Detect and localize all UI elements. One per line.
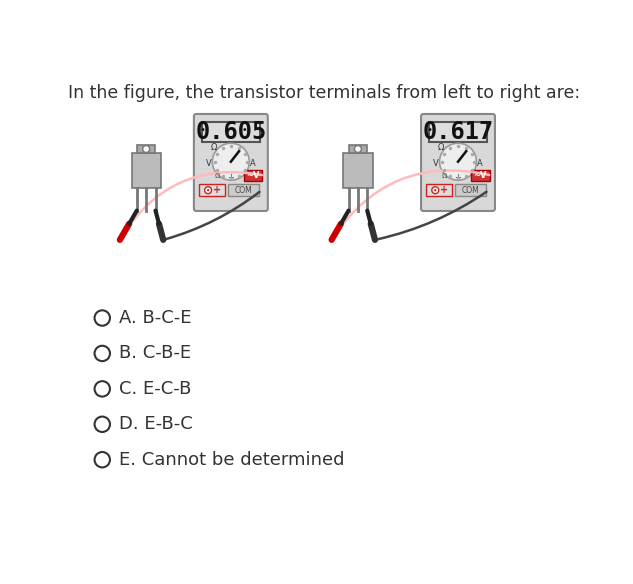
Text: COM: COM xyxy=(235,186,253,194)
FancyBboxPatch shape xyxy=(421,114,495,211)
Text: Ω: Ω xyxy=(441,172,447,179)
Bar xyxy=(244,170,263,181)
Circle shape xyxy=(432,187,439,194)
Bar xyxy=(201,121,260,142)
Bar xyxy=(454,184,487,196)
Text: V: V xyxy=(206,159,211,168)
Circle shape xyxy=(354,145,361,152)
Bar xyxy=(199,184,225,196)
Text: Ω: Ω xyxy=(215,172,220,179)
Bar xyxy=(471,170,489,181)
Bar xyxy=(228,184,260,196)
Text: +: + xyxy=(213,185,221,195)
Text: D. E-B-C: D. E-B-C xyxy=(119,415,193,433)
Circle shape xyxy=(434,189,436,192)
Text: +: + xyxy=(227,173,234,182)
Text: In the figure, the transistor terminals from left to right are:: In the figure, the transistor terminals … xyxy=(68,84,580,102)
Text: Ω: Ω xyxy=(211,142,217,152)
Text: ~V: ~V xyxy=(473,171,487,180)
Circle shape xyxy=(142,145,149,152)
Circle shape xyxy=(207,189,210,192)
Text: +: + xyxy=(440,185,448,195)
Bar xyxy=(429,121,487,142)
Text: ~V: ~V xyxy=(246,171,260,180)
Circle shape xyxy=(439,143,477,180)
Bar xyxy=(132,153,161,187)
Text: V: V xyxy=(433,159,439,168)
Text: E. Cannot be determined: E. Cannot be determined xyxy=(119,451,345,469)
Text: A: A xyxy=(477,159,483,168)
Text: COM: COM xyxy=(461,186,479,194)
Circle shape xyxy=(94,381,110,397)
Circle shape xyxy=(94,310,110,326)
Circle shape xyxy=(94,416,110,432)
Circle shape xyxy=(94,452,110,467)
Text: +: + xyxy=(454,173,461,182)
Text: Ω: Ω xyxy=(438,142,444,152)
Circle shape xyxy=(213,143,249,180)
Text: 0.605: 0.605 xyxy=(195,120,266,144)
Text: B. C-B-E: B. C-B-E xyxy=(119,345,191,363)
Text: C. E-C-B: C. E-C-B xyxy=(119,380,192,398)
Bar xyxy=(427,184,452,196)
Circle shape xyxy=(94,346,110,361)
FancyBboxPatch shape xyxy=(194,114,268,211)
Bar xyxy=(349,145,367,153)
Text: A. B-C-E: A. B-C-E xyxy=(119,309,192,327)
Text: 0.617: 0.617 xyxy=(422,120,494,144)
Circle shape xyxy=(204,187,211,194)
Text: A: A xyxy=(250,159,256,168)
Bar xyxy=(137,145,155,153)
Bar xyxy=(343,153,373,187)
